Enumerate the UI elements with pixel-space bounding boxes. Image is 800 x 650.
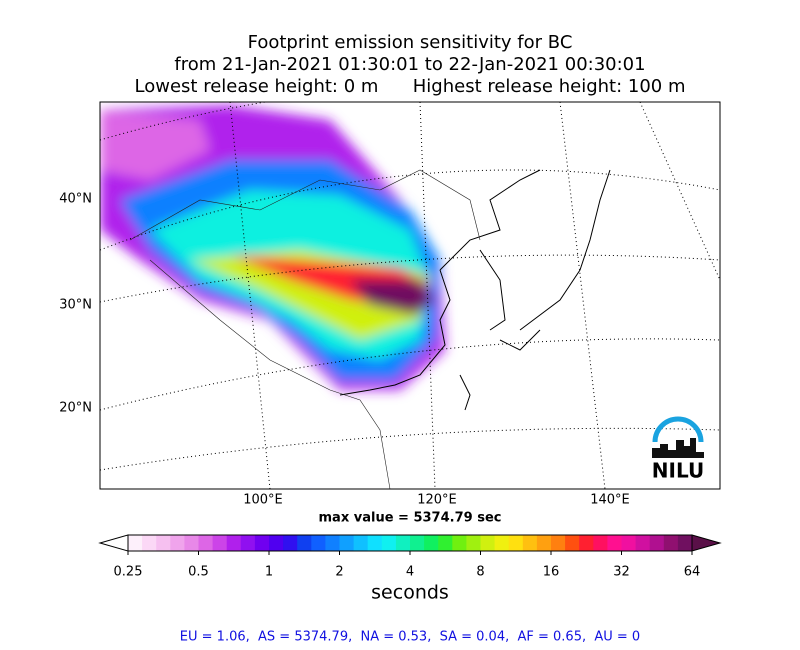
colorbar-segment bbox=[156, 535, 171, 551]
colorbar-segment bbox=[522, 535, 538, 551]
lat-label: 30°N bbox=[59, 298, 92, 313]
colorbar-tick-label: 2 bbox=[335, 565, 343, 580]
colorbar-extend-over bbox=[691, 534, 722, 552]
colorbar-tick-label: 64 bbox=[684, 565, 701, 580]
colorbar-segment bbox=[212, 535, 228, 551]
colorbar-tick-label: 8 bbox=[476, 565, 484, 580]
border bbox=[149, 259, 391, 489]
colorbar-segment bbox=[184, 535, 199, 551]
map bbox=[100, 102, 720, 489]
graticule bbox=[559, 102, 606, 489]
colorbar-segment bbox=[677, 535, 693, 551]
colorbar-segment bbox=[353, 535, 369, 551]
colorbar-segment bbox=[254, 535, 270, 551]
colorbar-segment bbox=[607, 535, 622, 551]
max-value: max value = 5374.79 sec bbox=[319, 511, 502, 526]
colorbar-segment bbox=[621, 535, 637, 551]
title-line: Footprint emission sensitivity for BC bbox=[248, 32, 573, 53]
colorbar-segment bbox=[226, 535, 242, 551]
lon-label: 100°E bbox=[243, 493, 283, 508]
colorbar-segment bbox=[381, 535, 397, 551]
graticule bbox=[639, 102, 720, 281]
logo-arc bbox=[652, 416, 704, 443]
colorbar-label: seconds bbox=[371, 582, 449, 604]
coastline bbox=[519, 169, 611, 331]
coastline bbox=[479, 249, 506, 331]
logo-text: NILU bbox=[652, 459, 704, 483]
colorbar-segment bbox=[579, 535, 594, 551]
graticule bbox=[229, 102, 271, 489]
colorbar-extend-under bbox=[98, 534, 129, 552]
colorbar-tick-label: 1 bbox=[265, 565, 273, 580]
stats: EU = 1.06, AS = 5374.79, NA = 0.53, SA =… bbox=[180, 630, 640, 645]
nilu-logo: NILU bbox=[652, 416, 704, 483]
colorbar-segment bbox=[128, 535, 143, 551]
coastline bbox=[439, 169, 541, 271]
colorbar-segment bbox=[565, 535, 580, 551]
colorbar-segment bbox=[508, 535, 524, 551]
colorbar-segment bbox=[269, 535, 284, 551]
colorbar-segment bbox=[452, 535, 467, 551]
colorbar-segment bbox=[198, 535, 214, 551]
colorbar-segment bbox=[551, 535, 566, 551]
colorbar-segment bbox=[438, 535, 453, 551]
colorbar-tick-label: 32 bbox=[613, 565, 630, 580]
colorbar-segment bbox=[663, 535, 679, 551]
colorbar-segment bbox=[395, 535, 411, 551]
colorbar-segment bbox=[466, 535, 481, 551]
colorbar-segment bbox=[635, 535, 651, 551]
colorbar-tick-label: 0.25 bbox=[114, 565, 143, 580]
colorbar-segment bbox=[325, 535, 340, 551]
colorbar: 0.25 0.5 1 2 4 8 16 32 64 bbox=[98, 534, 722, 580]
colorbar-segment bbox=[410, 535, 425, 551]
graticule bbox=[100, 427, 720, 471]
lat-label: 20°N bbox=[59, 401, 92, 416]
colorbar-segment bbox=[240, 535, 256, 551]
title-line: Lowest release height: 0 m Highest relea… bbox=[135, 76, 686, 97]
colorbar-segment bbox=[593, 535, 608, 551]
border bbox=[129, 169, 481, 241]
colorbar-segment bbox=[339, 535, 355, 551]
colorbar-segment bbox=[494, 535, 510, 551]
colorbar-segment bbox=[311, 535, 326, 551]
title-line: from 21-Jan-2021 01:30:01 to 22-Jan-2021… bbox=[174, 54, 645, 75]
colorbar-segment bbox=[424, 535, 439, 551]
colorbar-tick-label: 16 bbox=[543, 565, 560, 580]
colorbar-tick-label: 4 bbox=[406, 565, 414, 580]
colorbar-segment bbox=[367, 535, 383, 551]
colorbar-segment bbox=[283, 535, 298, 551]
graticule bbox=[100, 254, 720, 303]
lat-label: 40°N bbox=[59, 192, 92, 207]
colorbar-segment bbox=[297, 535, 312, 551]
lon-label: 140°E bbox=[590, 493, 630, 508]
lon-label: 120°E bbox=[417, 493, 457, 508]
graticule bbox=[419, 102, 436, 489]
coastline bbox=[339, 269, 451, 396]
plume bbox=[100, 105, 445, 390]
colorbar-segment bbox=[536, 535, 552, 551]
colorbar-segment bbox=[142, 535, 157, 551]
map-frame bbox=[99, 101, 721, 490]
colorbar-segment bbox=[649, 535, 665, 551]
coastline bbox=[459, 374, 471, 411]
graticule bbox=[100, 169, 720, 251]
colorbar-tick-label: 0.5 bbox=[188, 565, 209, 580]
colorbar-segment bbox=[480, 535, 496, 551]
coastline bbox=[499, 329, 541, 351]
colorbar-segment bbox=[170, 535, 185, 551]
logo-skyline bbox=[652, 438, 704, 458]
